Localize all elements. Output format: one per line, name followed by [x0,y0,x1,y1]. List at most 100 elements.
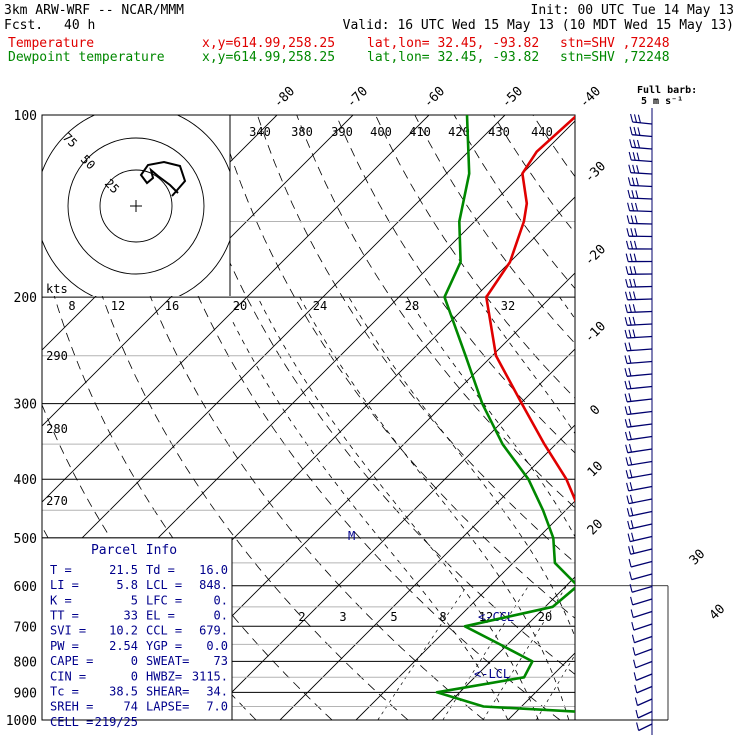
wind-barb-flag [636,152,640,161]
mixing-ratio-label: 20 [538,610,552,624]
wind-barb-flag [624,355,628,364]
pressure-tick-label: 900 [14,686,37,701]
wind-barb-flag [624,317,628,326]
mixing-ratio-label: 8 [439,610,446,624]
theta-tick-label: 390 [331,125,353,139]
wind-barb-flag [636,165,640,174]
wind-barb-flag [632,329,636,338]
wind-barb-flag [624,380,628,390]
parcel-panel-title: Parcel Info [91,543,177,558]
wind-barb-flag [624,329,628,339]
theta-tick-label: 290 [46,349,68,363]
wind-barb-flag [627,177,631,186]
parcel-row-label: PW = [50,639,79,653]
wind-barb-flag [624,419,628,428]
wind-barb [637,698,653,707]
mixing-ratio-line [377,585,468,720]
isotherm-tick-label: -10 [582,319,609,346]
wind-barb [629,222,653,225]
pressure-tick-label: 500 [14,532,37,547]
wind-barb [627,460,653,467]
wind-barb-flag [630,520,634,529]
wind-barb-flag [626,495,630,504]
parcel-row-label: SWEAT= [146,654,189,668]
parcel-row-label: YGP = [146,639,182,653]
isotherm-tick-label: 20 [585,517,607,539]
legend-dewpoint: Dewpoint temperature [8,50,165,65]
wind-barb-flag [633,240,638,250]
wind-barb [627,398,653,403]
wind-barb-flag [628,546,632,555]
parcel-info-panel: Parcel Info T = 21.5 Td = 16.0 LI = 5.8 LCL = 84… [41,537,233,729]
parcel-row-value: 679. [199,624,228,638]
header-fcst-label: Fcst. [4,18,44,33]
mixing-ratio-label: 2 [298,610,305,624]
isotherm-line [203,348,575,720]
wind-barb-flag [625,253,629,262]
wind-barb [627,448,653,454]
parcel-row-label: SREH = [50,700,93,714]
isotherm-tick-label: -80 [271,84,298,111]
wind-barb-flag [633,659,637,668]
wind-barb-flag [635,709,639,719]
parcel-row-value: 73 [214,654,228,668]
wind-barb-flag [624,368,628,377]
wind-barb-flag [636,722,640,731]
wind-barb-flag [634,684,638,694]
wind-barb-flag [634,215,638,224]
moist-adiabat-line [257,296,539,720]
header-fcst-value: 40 h [64,18,96,33]
wind-barb [636,685,653,694]
wind-barb-flag [629,584,633,593]
isotherm-line [279,424,575,720]
wind-barb-flag [628,291,633,300]
wind-barb-flag [629,571,633,580]
wind-barb [630,172,653,175]
legend-temperature-stn: stn=SHV ,72248 [560,36,670,51]
wind-barb-flag [628,558,632,568]
isotherm-line [355,500,575,720]
wind-barb-flag [629,469,633,478]
wind-barb-flag [629,494,634,504]
header-valid: Valid: 16 UTC Wed 15 May 13 (10 MDT Wed … [342,18,734,33]
isotherm-tick-label: 30 [687,547,709,569]
parcel-row-value: 33 [124,608,138,622]
wind-barb-flag [624,342,628,351]
wind-barb-flag [631,177,635,186]
wind-barb [626,360,653,365]
isotherm-line [507,652,575,720]
parcel-row-label: LCL = [146,578,182,592]
wind-barb-flag [626,228,630,237]
wind-barb-flag [632,647,636,656]
wind-barb [630,560,653,568]
wind-barb-flag [632,316,636,326]
wind-barb [629,523,653,530]
hodograph-speed-tick: 32 [501,299,515,313]
legend-temperature-xy: x,y=614.99,258.25 [202,36,336,51]
wind-barb-flag [637,127,641,136]
wind-barb-flag [631,545,635,554]
wind-barb [626,385,653,390]
theta-tick-label: 280 [46,422,68,436]
hodograph-unit-label: kts [46,282,68,296]
dry-adiabat-line [651,115,740,720]
isotherm-tick-label: -70 [344,84,371,111]
pressure-tick-label: 200 [14,291,37,306]
dry-adiabat-line [296,115,575,509]
wind-barb-flag [634,202,639,212]
wind-barb [635,673,653,682]
parcel-row-value: 5.8 [116,578,138,592]
wind-barb-flag [630,507,634,516]
wind-barb-flag [627,189,631,199]
hodograph-speed-tick: 8 [68,299,75,313]
wind-barb-flag [633,278,637,288]
m-marker: M [348,529,355,543]
hodograph-speed-tick: 24 [313,299,327,313]
mixing-ratio-label: 3 [339,610,346,624]
wind-barb [629,197,653,200]
isotherm-line [431,576,575,720]
wind-barb-flag [628,443,633,453]
parcel-row-label: HWBZ= [146,669,182,683]
wind-barb-flag [633,139,637,148]
wind-barb-flag [633,253,637,262]
